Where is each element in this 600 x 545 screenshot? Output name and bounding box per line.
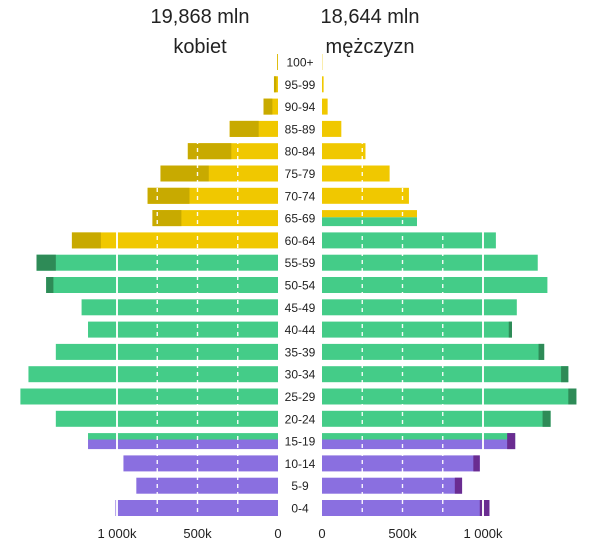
male-bar-35-39 [322,343,545,360]
male-bar-80-84 [322,143,366,160]
female-bar-50-54-excess [46,277,54,293]
x-tick-label-1: 500k [183,526,212,541]
male-bar-40-44-excess [508,321,512,338]
male-bar-95-99 [322,76,324,93]
age-label-0-4: 0-4 [291,502,309,516]
age-label-60-64: 60-64 [285,234,316,248]
age-label-55-59: 55-59 [285,256,316,270]
male-bar-15-19 [322,439,516,450]
women-label: kobiet [173,36,227,58]
male-bar-85-89 [322,120,342,137]
age-label-25-29: 25-29 [285,390,316,404]
age-label-95-99: 95-99 [285,78,316,92]
female-bar-75-79-excess [160,165,209,182]
male-bar-15-19-excess [507,433,516,450]
male-bar-20-24 [322,410,551,427]
male-bar-30-34 [322,366,569,383]
women-total-value: 19,868 mln [150,6,250,28]
male-bar-90-94 [322,98,328,115]
female-bar-95-99-excess [273,76,277,93]
age-label-30-34: 30-34 [285,368,316,382]
female-bar-65-69-excess [152,210,182,227]
female-bar-0-4 [115,500,278,516]
male-bar-25-29-excess [568,388,577,405]
male-bar-5-9 [322,477,463,494]
female-bar-5-9 [136,477,278,494]
male-bar-40-44 [322,321,512,338]
male-bar-15-19-upper [322,433,516,440]
x-tick-label-0: 1 000k [97,526,137,541]
x-tick-label-2: 0 [274,526,281,541]
female-bar-70-74-excess [147,187,190,204]
female-bar-85-89-excess [229,120,259,137]
age-label-45-49: 45-49 [285,301,316,315]
male-bar-0-4 [322,500,490,516]
male-bar-10-14-excess [473,455,480,472]
female-bar-60-64-excess [71,232,101,249]
female-bar-60-64 [71,232,278,249]
age-label-65-69: 65-69 [285,212,316,226]
age-label-50-54: 50-54 [285,279,316,293]
male-bar-20-24-excess [542,410,551,427]
age-label-15-19: 15-19 [285,435,316,449]
men-total-value: 18,644 mln [320,6,420,28]
x-tick-label-5: 1 000k [463,526,503,541]
female-bar-25-29 [20,388,279,405]
male-bar-50-54 [322,277,548,293]
female-bar-90-94-excess [263,98,273,115]
age-label-20-24: 20-24 [285,412,316,426]
male-bar-10-14 [322,455,480,472]
female-bar-80-84-excess [187,143,232,160]
female-bar-50-54 [46,277,278,293]
female-bar-55-59-excess [36,254,56,271]
male-bar-55-59 [322,254,538,271]
female-bar-35-39 [55,343,278,360]
age-label-10-14: 10-14 [285,457,316,471]
male-bar-65-69 [322,217,417,227]
male-bar-75-79 [322,165,390,182]
age-label-75-79: 75-79 [285,167,316,181]
age-label-90-94: 90-94 [285,100,316,114]
male-bar-35-39-excess [538,343,545,360]
female-bar-40-44 [88,321,279,338]
female-bar-30-34 [28,366,279,383]
male-bar-5-9-excess [454,477,463,494]
female-bar-15-19 [88,439,279,450]
women-total-title: 19,868 mln kobiet [120,2,280,62]
male-bar-45-49 [322,299,517,316]
age-label-100+: 100+ [286,56,313,70]
male-bar-60-64 [322,232,496,249]
men-label: mężczyzn [325,36,415,58]
female-bar-10-14 [123,455,278,472]
male-bar-65-69-upper [322,210,417,218]
age-label-80-84: 80-84 [285,145,316,159]
female-bar-15-19-upper [88,433,279,440]
male-bar-25-29 [322,388,577,405]
male-bar-30-34-excess [561,366,569,383]
female-bar-65-69 [152,210,278,227]
x-tick-label-3: 0 [318,526,325,541]
female-bar-45-49 [81,299,278,316]
x-tick-label-4: 500k [388,526,417,541]
age-label-35-39: 35-39 [285,345,316,359]
male-bar-0-4-excess [479,500,490,516]
age-label-70-74: 70-74 [285,189,316,203]
age-label-40-44: 40-44 [285,323,316,337]
age-label-5-9: 5-9 [291,479,309,493]
men-total-title: 18,644 mln mężczyzn [290,2,450,62]
male-bar-70-74 [322,187,409,204]
female-bar-20-24 [55,410,278,427]
age-label-85-89: 85-89 [285,122,316,136]
